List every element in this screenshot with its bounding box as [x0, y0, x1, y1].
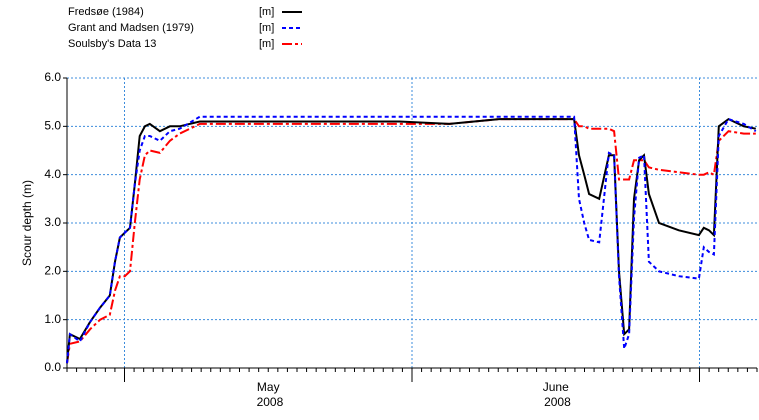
y-tick-label: 1.0 — [44, 312, 61, 326]
y-tick-label: 2.0 — [44, 264, 61, 278]
y-tick-label: 6.0 — [44, 70, 61, 84]
x-tick-label: June 2008 — [541, 380, 571, 409]
series-line — [66, 118, 756, 364]
y-tick-label: 3.0 — [44, 215, 61, 229]
x-tick-label: May 2008 — [253, 380, 283, 409]
legend-label: Grant and Madsen (1979) — [68, 22, 194, 34]
legend-label: Soulsby's Data 13 — [68, 38, 156, 50]
y-tick-label: 4.0 — [44, 167, 61, 181]
series-line — [66, 117, 756, 364]
y-axis-label: Scour depth (m) — [20, 180, 34, 266]
y-tick-label: 0.0 — [44, 360, 61, 374]
series-line — [66, 115, 757, 364]
y-tick-label: 5.0 — [44, 119, 61, 133]
legend-label: Fredsøe (1984) — [68, 6, 144, 18]
legend-unit: [m] — [259, 6, 274, 18]
legend-unit: [m] — [259, 38, 274, 50]
legend-unit: [m] — [259, 22, 274, 34]
